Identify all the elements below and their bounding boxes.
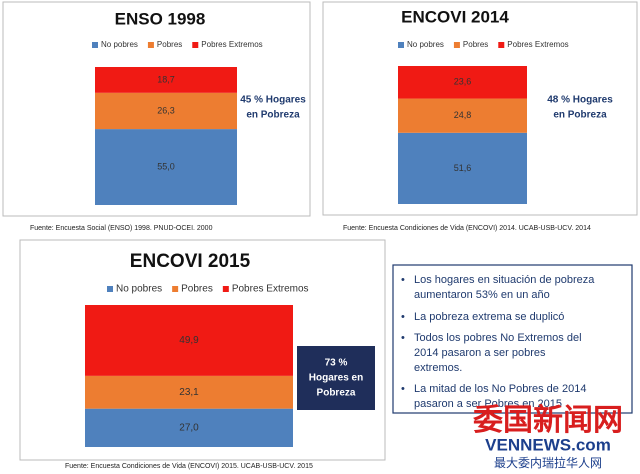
legend-swatch	[222, 286, 229, 292]
legend-label: Pobres Extremos	[201, 40, 262, 49]
bar-segment	[95, 92, 237, 130]
note-line: Los hogares en situación de pobreza	[414, 274, 595, 286]
legend-label: No pobres	[101, 40, 138, 49]
legend-label: Pobres	[463, 40, 488, 49]
value-label: 24,8	[454, 110, 472, 120]
bar-segment	[85, 305, 293, 376]
note-line: La pobreza extrema se duplicó	[414, 311, 564, 323]
source-note: Fuente: Encuesta Social (ENSO) 1998. PNU…	[30, 225, 213, 232]
note-line: aumentaron 53% en un año	[414, 289, 550, 301]
notes: • Los hogares en situación de pobreza aume…	[401, 274, 595, 410]
legend-swatch	[172, 286, 179, 292]
chart: ENSO 1998 No pobres Pobres Pobres Extremos 5…	[2, 1, 311, 232]
chart-title: ENSO 1998	[115, 9, 206, 28]
legend-swatch	[398, 42, 404, 48]
legend-label: Pobres	[181, 284, 213, 295]
value-label: 26,3	[157, 105, 175, 115]
watermark-name: 委国新闻网	[473, 404, 623, 437]
annotation: 48 % Hogares	[547, 95, 613, 106]
chart: ENCOVI 2015 No pobres Pobres Pobres Extremo…	[19, 239, 386, 470]
watermark-site: VENNEWS.com	[485, 435, 611, 454]
value-label: 23,1	[179, 387, 199, 398]
legend-swatch	[498, 42, 505, 48]
legend-swatch	[192, 42, 199, 48]
value-label: 51,6	[454, 163, 472, 173]
legend-swatch	[147, 42, 154, 48]
legend-label: Pobres Extremos	[232, 284, 309, 295]
note-line: 2014 pasaron a ser pobres	[414, 347, 546, 359]
value-label: 55,0	[157, 161, 175, 171]
source-note: Fuente: Encuesta Condiciones de Vida (EN…	[65, 463, 313, 470]
note-line: Todos los pobres No Extremos del	[414, 332, 582, 344]
legend-swatch	[453, 42, 460, 48]
annotation: en Pobreza	[246, 110, 300, 121]
bullet: •	[401, 332, 405, 344]
annotation: 45 % Hogares	[240, 95, 306, 106]
bar-segment	[398, 98, 527, 133]
annotation: Hogares en	[309, 373, 363, 384]
bar-segment	[398, 66, 527, 99]
legend-label: No pobres	[407, 40, 444, 49]
bullet: •	[401, 311, 405, 323]
watermark: 委国新闻网 VENNEWS.com 最大委内瑞拉华人网	[473, 404, 623, 470]
value-label: 18,7	[157, 74, 175, 84]
legend-swatch	[107, 286, 113, 292]
notes-box	[392, 264, 633, 414]
chart-title: ENCOVI 2014	[401, 7, 509, 26]
annotation: en Pobreza	[553, 110, 607, 121]
annotation: Pobreza	[317, 388, 356, 399]
bullet: •	[401, 383, 405, 395]
source-note: Fuente: Encuesta Condiciones de Vida (EN…	[343, 225, 591, 232]
legend-label: Pobres Extremos	[507, 40, 568, 49]
value-label: 23,6	[454, 77, 472, 87]
legend-label: Pobres	[157, 40, 182, 49]
legend-label: No pobres	[116, 284, 162, 295]
value-label: 27,0	[179, 422, 199, 433]
note-line: La mitad de los No Pobres de 2014	[414, 383, 586, 395]
chart: ENCOVI 2014 No pobres Pobres Pobres Extremo…	[322, 1, 638, 232]
bar-segment	[95, 67, 237, 93]
note-line: pasaron a ser Pobres en 2015	[414, 398, 562, 410]
watermark-tagline: 最大委内瑞拉华人网	[494, 455, 602, 470]
value-label: 49,9	[179, 335, 199, 346]
bar-segment	[95, 129, 237, 205]
bar-segment	[398, 132, 527, 204]
chart-title: ENCOVI 2015	[130, 251, 251, 272]
legend-swatch	[92, 42, 98, 48]
bar-segment	[85, 408, 293, 447]
note-line: extremos.	[414, 362, 462, 374]
bullet: •	[401, 274, 405, 286]
bar-segment	[85, 375, 293, 409]
annotation: 73 %	[325, 358, 348, 369]
annotation-box	[297, 346, 375, 410]
